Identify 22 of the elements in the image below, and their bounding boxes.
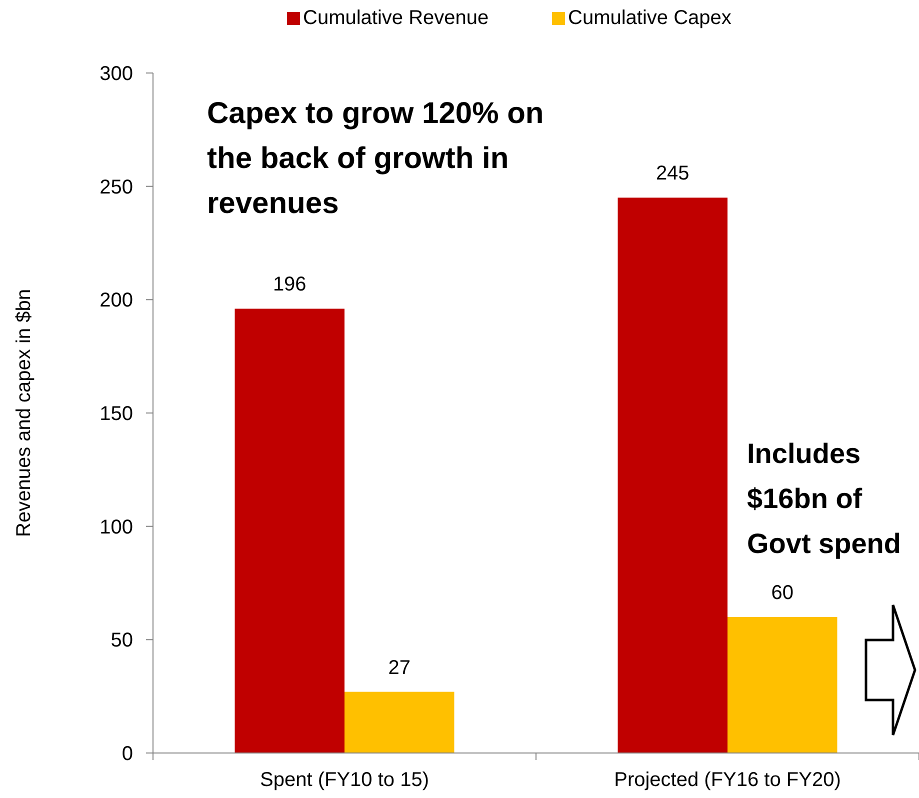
y-tick-label: 200 — [100, 290, 133, 312]
data-label: 27 — [388, 656, 410, 679]
bar — [618, 198, 728, 753]
data-label: 245 — [656, 162, 690, 185]
legend-label: Cumulative Capex — [568, 7, 732, 29]
y-tick-label: 100 — [100, 516, 133, 538]
bar — [728, 617, 838, 753]
bar — [234, 308, 344, 753]
y-tick-label: 250 — [100, 176, 133, 198]
annotation: Capex to grow 120% on the back of growth in revenues — [207, 97, 544, 220]
y-tick-label: 50 — [110, 630, 133, 652]
legend-label: Cumulative Revenue — [303, 7, 489, 29]
data-label: 196 — [272, 274, 306, 296]
y-tick-label: 150 — [100, 403, 133, 425]
annotation: Includes $16bn of Govt spend — [747, 438, 902, 559]
x-tick-label: Spent (FY10 to 15) — [260, 769, 429, 791]
bar — [344, 692, 454, 753]
y-axis-title: Revenues and capex in $bn — [13, 289, 35, 537]
y-tick-label: 0 — [122, 743, 133, 765]
data-label: 60 — [771, 582, 794, 604]
y-tick-label: 300 — [100, 63, 133, 85]
x-tick-label: Projected (FY16 to FY20) — [614, 769, 841, 791]
